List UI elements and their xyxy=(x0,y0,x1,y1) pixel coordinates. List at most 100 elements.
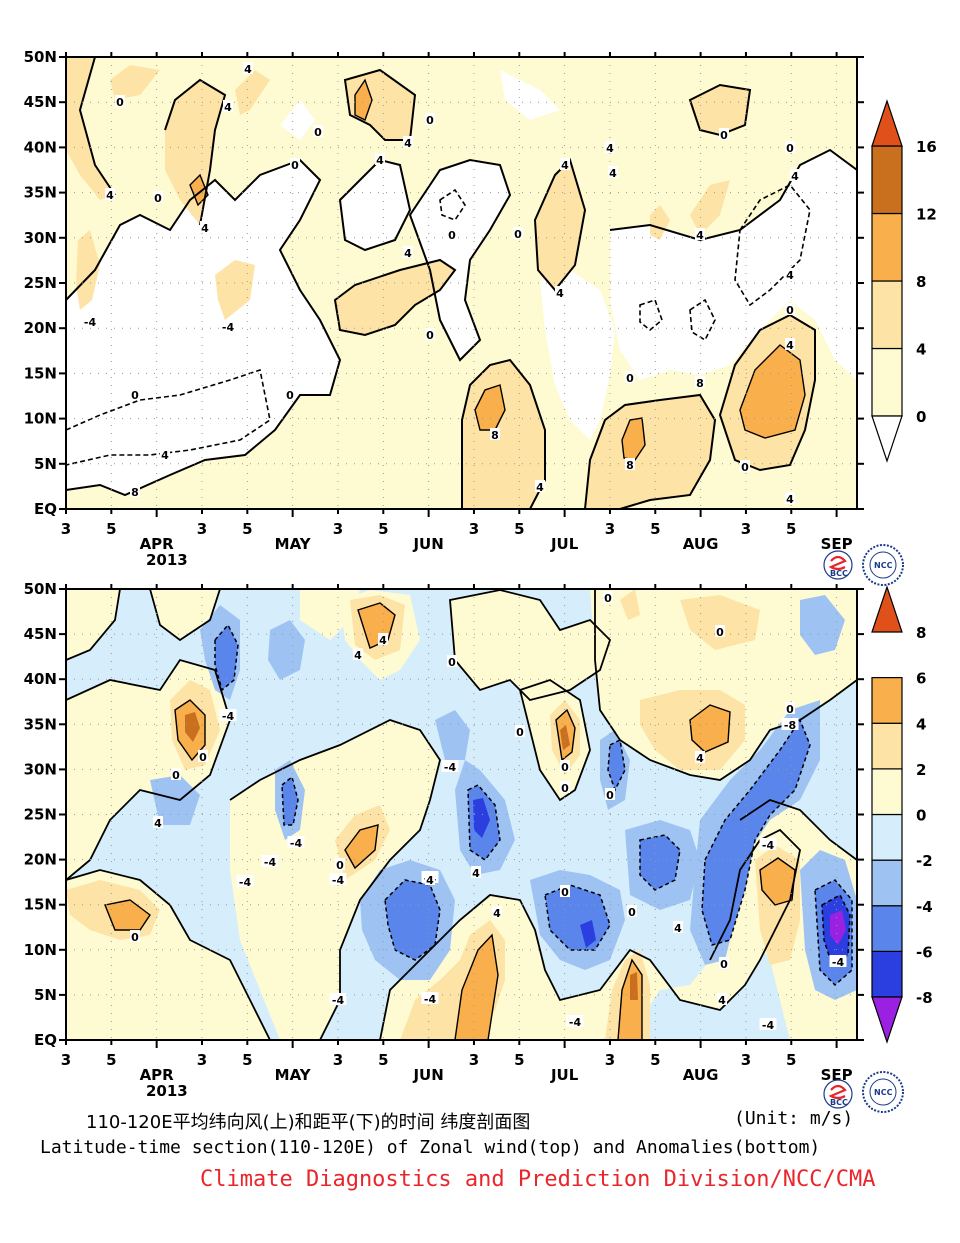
colorbar-label: 8 xyxy=(916,273,926,291)
top-contour-line xyxy=(718,313,816,472)
x-tick-label: JUL xyxy=(550,1066,579,1084)
y-tick-label: EQ xyxy=(34,500,57,518)
bottom-anomaly-6-8-region xyxy=(185,712,200,742)
x-tick-label: 5 xyxy=(106,520,116,538)
contour-label-bg xyxy=(115,95,125,107)
x-tick-label: APR xyxy=(140,1066,175,1084)
top-wind-4-8-region xyxy=(690,85,750,135)
bottom-contour-line xyxy=(449,589,612,701)
top-panel: 4 0 4 0 4 4 0 0 4 0 4 0 0 4 4 4 4 4 0 0 4 0 -4 -4 0 4 0 8 8 4 0 4 8 4 0 4 8 4… xyxy=(24,48,937,569)
top-wind-4-8-region xyxy=(335,260,455,335)
y-tick-label: 30N xyxy=(24,760,57,778)
contour-label: 0 xyxy=(131,931,139,944)
contour-label: 0 xyxy=(561,886,569,899)
contour-label-bg xyxy=(695,228,705,240)
contour-label-bg xyxy=(425,328,435,340)
contour-label-bg xyxy=(785,702,795,714)
y-tick-label: 15N xyxy=(24,364,57,382)
contour-label: 4 xyxy=(606,142,614,155)
bottom-anomaly-below-n8-region xyxy=(830,910,846,945)
x-tick-label: 5 xyxy=(514,1051,524,1069)
top-contour-line xyxy=(66,158,342,497)
contour-label-bg xyxy=(353,648,363,660)
bottom-anomaly-6-8-region xyxy=(560,725,570,750)
bottom-contour-line xyxy=(454,933,499,1040)
contour-label-bg xyxy=(105,188,115,200)
top-contour-line xyxy=(338,158,412,252)
top-negative-region xyxy=(500,70,560,120)
bottom-contour-line xyxy=(759,857,796,906)
bottom-contour-line xyxy=(384,879,441,961)
y-tick-label: 15N xyxy=(24,896,57,914)
top-y-axis: EQ 5N 10N 15N 20N 25N 30N 35N 40N 45N 50N xyxy=(24,48,864,518)
x-tick-label: MAY xyxy=(275,535,312,553)
contour-label: 0 xyxy=(720,958,728,971)
x-tick-label: 5 xyxy=(242,520,252,538)
contour-label-bg xyxy=(513,227,523,239)
ncc-logo-mark xyxy=(862,1071,904,1113)
bottom-panel: 0 4 0 -4 4 4 0 0 0 0 0 -4 4 0 -4 -4 -4 -4 -4 4 0 4 -4 0 4 0 -4 -4 -4… xyxy=(24,580,933,1100)
top-contour-line xyxy=(689,298,716,342)
contour-label: 0 xyxy=(286,389,294,402)
bottom-anomaly-n4-n6-region xyxy=(282,777,298,825)
bottom-positive-region xyxy=(150,589,220,640)
bottom-contour-line xyxy=(689,704,731,753)
contour-label: 4 xyxy=(696,229,704,242)
contour-label: 4 xyxy=(791,170,799,183)
contour-label: -4 xyxy=(222,710,235,723)
x-tick-label: 3 xyxy=(469,520,479,538)
bottom-anomaly-6-8-region xyxy=(630,972,638,1000)
y-tick-label: 5N xyxy=(34,986,57,1004)
contour-label: 4 xyxy=(674,922,682,935)
top-contour-line xyxy=(164,78,227,226)
bottom-anomaly-n4-n6-region xyxy=(385,880,440,960)
contour-label-bg xyxy=(492,906,502,918)
x-tick-label: AUG xyxy=(683,535,719,553)
contour-label: 4 xyxy=(609,167,617,180)
top-contour-line xyxy=(461,358,546,509)
contour-label: 4 xyxy=(786,339,794,352)
contour-label: 8 xyxy=(696,377,704,390)
contour-label: 0 xyxy=(786,142,794,155)
bottom-contour-line xyxy=(555,708,576,762)
x-tick-label: 5 xyxy=(242,1051,252,1069)
contour-label-bg xyxy=(608,166,618,178)
x-tick-label: 3 xyxy=(61,1051,71,1069)
top-contour-line xyxy=(621,417,646,461)
contour-label: 0 xyxy=(336,859,344,872)
top-contour-line xyxy=(734,183,811,307)
contour-label-bg xyxy=(625,371,635,383)
ncc-logo-text: NCC xyxy=(874,561,893,570)
top-contour-line xyxy=(609,148,857,242)
top-contour-line xyxy=(66,368,271,466)
bottom-contour-line xyxy=(639,834,681,891)
top-contour-line xyxy=(639,298,663,332)
contour-label: -4 xyxy=(424,993,437,1006)
bottom-anomaly-n4-n6-region xyxy=(215,625,238,690)
contour-label-bg xyxy=(759,838,777,850)
top-wind-4-8-region xyxy=(165,80,225,225)
top-wind-4-8-region xyxy=(585,395,715,509)
contour-label: -4 xyxy=(762,839,775,852)
contour-label: -4 xyxy=(239,876,252,889)
y-tick-label: 45N xyxy=(24,93,57,111)
contour-label-bg xyxy=(425,873,435,885)
x-tick-label: APR xyxy=(140,535,175,553)
contour-label: 0 xyxy=(448,229,456,242)
contour-label: 0 xyxy=(116,96,124,109)
x-tick-label: 3 xyxy=(197,520,207,538)
contour-label-bg xyxy=(313,125,323,137)
x-tick-label: 3 xyxy=(333,520,343,538)
contour-label: 0 xyxy=(514,228,522,241)
top-wind-4-8-region xyxy=(650,205,670,240)
top-wind-4-8-region xyxy=(215,260,255,320)
colorbar-label: 2 xyxy=(916,761,926,779)
bottom-contour-line xyxy=(66,658,231,881)
top-negative-region xyxy=(66,160,340,495)
bottom-anomaly-4-6-region xyxy=(345,825,378,868)
y-tick-label: 30N xyxy=(24,229,57,247)
bcc-logo-text: BCC xyxy=(830,569,848,578)
contour-label: 4 xyxy=(224,101,232,114)
contour-label-bg xyxy=(160,448,170,460)
bottom-anomaly-4-6-region xyxy=(690,705,730,752)
